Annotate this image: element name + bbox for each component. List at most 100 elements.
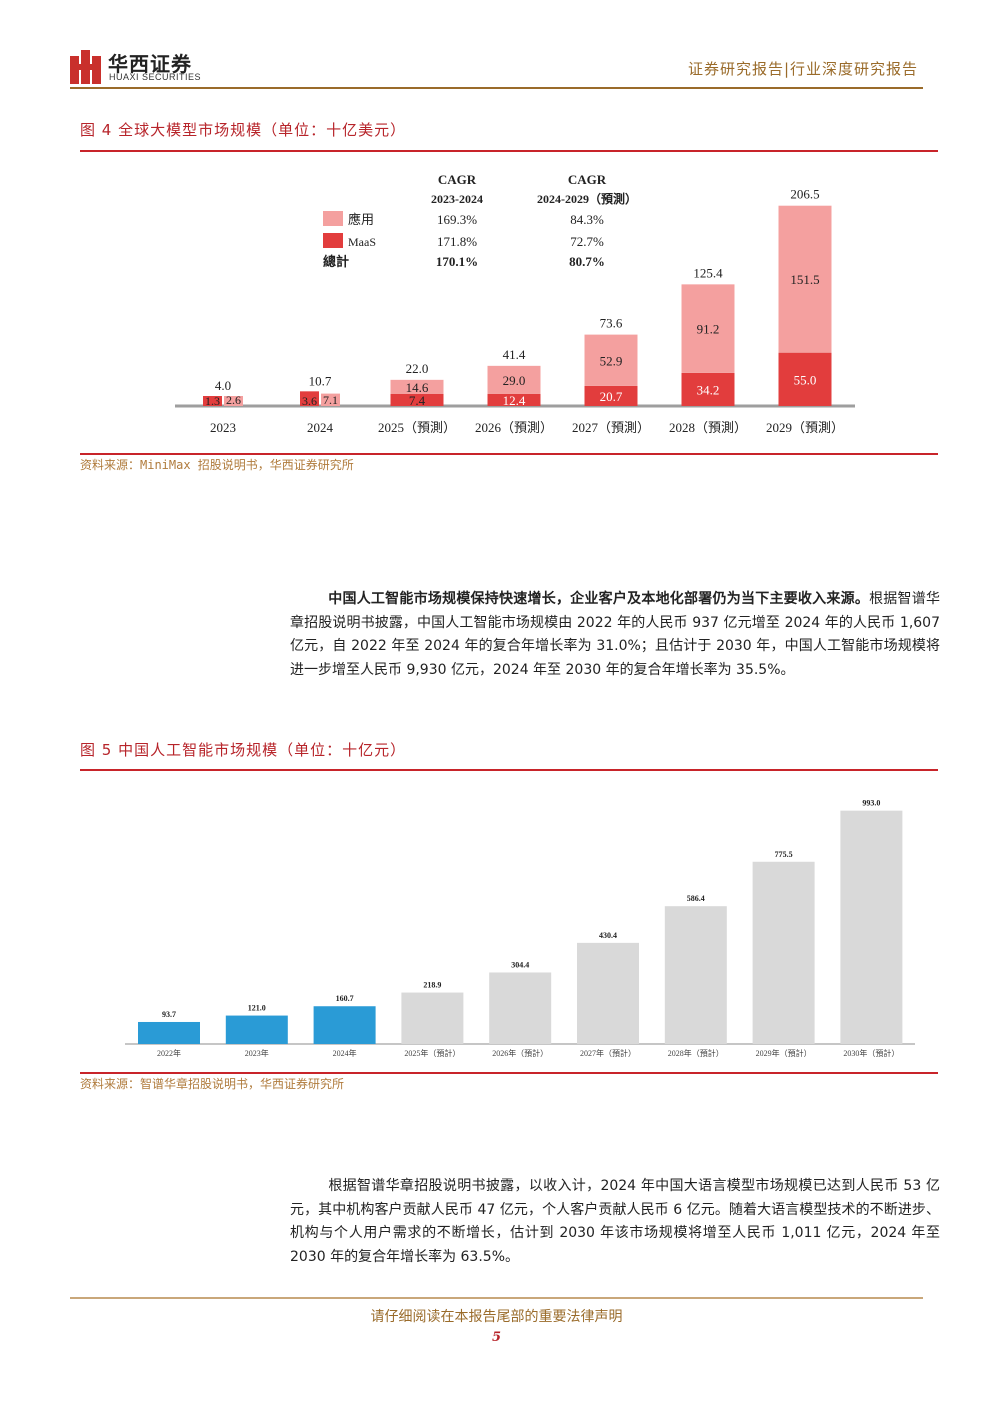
- value-label: 586.4: [687, 894, 705, 903]
- paragraph-ai-market-body: 根据智谱华章招股说明书披露，中国人工智能市场规模由 2022 年的人民币 937…: [290, 591, 941, 678]
- total-label: 125.4: [693, 265, 723, 280]
- bar-application: [487, 365, 541, 394]
- bar: [664, 906, 727, 1044]
- legal-disclaimer: 请仔细阅读在本报告尾部的重要法律声明: [370, 1309, 623, 1325]
- figure5-bottom-rule: [80, 1072, 938, 1074]
- value-label-application: 2.6: [226, 393, 241, 407]
- global-llm-market-chart: CAGR 2023-2024 CAGR 2024-2029（預測） 應用 169…: [175, 172, 855, 435]
- value-label-maas: 1.3: [205, 394, 220, 408]
- category-label: 2029年（預計）: [756, 1048, 812, 1058]
- bar-maas: [300, 391, 319, 406]
- bar: [138, 1021, 200, 1044]
- cagr-maas-2: 72.7%: [570, 234, 604, 249]
- value-label-maas: 34.2: [697, 382, 720, 397]
- total-label: 4.0: [215, 378, 231, 393]
- category-label: 2023: [210, 420, 236, 435]
- value-label: 218.9: [423, 981, 441, 990]
- value-label-application: 91.2: [697, 322, 720, 337]
- bar: [577, 942, 639, 1044]
- cagr-period-2: 2024-2029（預測）: [537, 191, 637, 206]
- bar-application: [778, 205, 832, 353]
- legend-swatch-maas: [323, 233, 343, 248]
- category-label: 2027（預測）: [572, 420, 650, 435]
- legend-label-total: 總計: [323, 254, 349, 269]
- paragraph-ai-market-heading: 中国人工智能市场规模保持快速增长，企业客户及本地化部署仍为当下主要收入来源。: [328, 591, 870, 607]
- cagr-total-1: 170.1%: [436, 254, 478, 269]
- page-number: 5: [491, 1330, 502, 1345]
- figure5-source: 资料来源：智谱华章招股说明书，华西证券研究所: [80, 1077, 345, 1091]
- bar-application: [681, 284, 735, 373]
- figure4-bottom-rule: [80, 453, 938, 455]
- value-label: 304.4: [511, 960, 529, 969]
- value-label-maas: 20.7: [600, 389, 623, 404]
- cagr-header-2: CAGR: [568, 172, 607, 187]
- bar: [489, 972, 552, 1044]
- value-label-application: 151.5: [790, 272, 819, 287]
- category-label: 2028年（預計）: [668, 1048, 724, 1058]
- category-label: 2029（預測）: [766, 420, 844, 435]
- value-label-application: 14.6: [406, 380, 429, 395]
- legend-label-maas: MaaS: [348, 235, 376, 249]
- bar: [313, 1006, 376, 1044]
- value-label: 993.0: [862, 799, 880, 808]
- total-label: 22.0: [406, 361, 429, 376]
- value-label-maas: 55.0: [794, 372, 817, 387]
- bar-application: [321, 393, 340, 406]
- bar-maas: [390, 394, 444, 406]
- category-label: 2024年: [333, 1048, 357, 1058]
- figure5-bars: 93.7 2022年 121.0 2023年 160.7 2024年 218.9 2025年（…: [125, 799, 915, 1058]
- category-label: 2025年（預計）: [404, 1048, 460, 1058]
- cagr-application-1: 169.3%: [437, 212, 477, 227]
- value-label-maas: 7.4: [409, 393, 426, 408]
- legend-swatch-application: [323, 211, 343, 226]
- value-label: 93.7: [162, 1010, 176, 1019]
- cagr-legend-table: CAGR 2023-2024 CAGR 2024-2029（預測） 應用 169…: [323, 172, 637, 269]
- paragraph-ai-market: 中国人工智能市场规模保持快速增长，企业客户及本地化部署仍为当下主要收入来源。根据…: [290, 588, 940, 682]
- bar-application: [584, 334, 638, 386]
- value-label: 121.0: [248, 1004, 266, 1013]
- category-label: 2027年（預計）: [580, 1048, 636, 1058]
- china-ai-market-chart: 93.7 2022年 121.0 2023年 160.7 2024年 218.9 2025年（…: [125, 799, 915, 1058]
- bar-application: [224, 396, 243, 406]
- bar-maas: [681, 372, 735, 406]
- bar-maas: [487, 393, 541, 406]
- figure4-bars: 1.3 2.64.0 2023 3.6 7.1 10.7 2024 7.414.6 22.0 20…: [175, 187, 855, 435]
- paragraph-llm-market-body: 根据智谱华章招股说明书披露，以收入计，2024 年中国大语言模型市场规模已达到人…: [290, 1178, 940, 1265]
- cagr-header-1: CAGR: [438, 172, 477, 187]
- bar-maas: [778, 352, 832, 406]
- category-label: 2023年: [245, 1048, 269, 1058]
- category-label: 2026年（預計）: [492, 1048, 548, 1058]
- cagr-application-2: 84.3%: [570, 212, 604, 227]
- total-label: 10.7: [309, 373, 332, 388]
- cagr-period-1: 2023-2024: [431, 192, 483, 206]
- value-label-application: 52.9: [600, 353, 623, 368]
- cagr-maas-1: 171.8%: [437, 234, 477, 249]
- bar-maas: [203, 396, 222, 406]
- bar-maas: [584, 385, 638, 406]
- huaxi-logo-icon: [70, 50, 101, 84]
- value-label-maas: 12.4: [503, 393, 526, 408]
- logo-chinese-name: 华西证券: [108, 52, 192, 76]
- category-label: 2026（預測）: [475, 420, 553, 435]
- legend-label-application: 應用: [348, 212, 374, 227]
- bar: [752, 861, 815, 1044]
- total-label: 41.4: [503, 347, 526, 362]
- bar: [840, 810, 903, 1044]
- category-label: 2028（預測）: [669, 420, 747, 435]
- value-label: 160.7: [336, 994, 354, 1003]
- value-label: 775.5: [775, 850, 793, 859]
- logo-english-name: HUAXI SECURITIES: [109, 72, 202, 82]
- bar: [401, 992, 464, 1044]
- figure4-top-rule: [80, 150, 938, 152]
- total-label: 206.5: [790, 187, 819, 202]
- value-label-maas: 3.6: [302, 394, 317, 408]
- bar-application: [390, 379, 444, 394]
- value-label: 430.4: [599, 931, 617, 940]
- report-type: 证券研究报告|行业深度研究报告: [687, 60, 918, 78]
- footer-divider: [70, 1297, 923, 1299]
- figure5-title: 图 5 中国人工智能市场规模（单位：十亿元）: [80, 741, 407, 759]
- paragraph-llm-market: 根据智谱华章招股说明书披露，以收入计，2024 年中国大语言模型市场规模已达到人…: [290, 1175, 940, 1269]
- category-label: 2025（預測）: [378, 420, 456, 435]
- value-label-application: 7.1: [323, 393, 338, 407]
- category-label: 2030年（預計）: [843, 1048, 899, 1058]
